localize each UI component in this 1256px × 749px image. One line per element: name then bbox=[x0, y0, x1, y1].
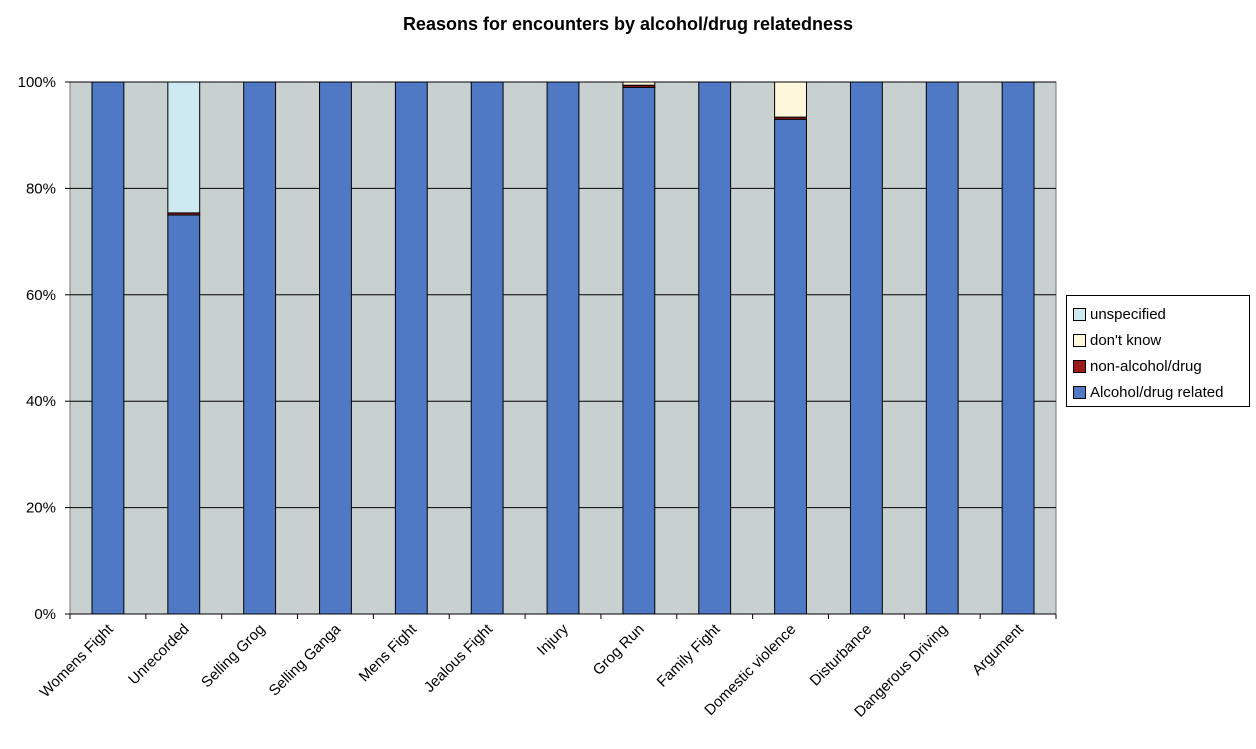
x-tick-label: Jealous Fight bbox=[421, 620, 497, 696]
bar-segment bbox=[319, 81, 352, 615]
y-tick-label: 20% bbox=[26, 500, 56, 517]
chart-legend: unspecified don't know non-alcohol/drug Alc… bbox=[1066, 295, 1250, 407]
bar-segment bbox=[622, 81, 656, 86]
legend-label: unspecified bbox=[1090, 305, 1166, 323]
x-tick-label: Disturbance bbox=[807, 621, 876, 690]
legend-swatch bbox=[1073, 385, 1086, 399]
legend-item: don't know bbox=[1073, 327, 1243, 353]
x-tick-label: Argument bbox=[969, 620, 1028, 679]
bar-segment bbox=[394, 81, 428, 615]
bar-segment bbox=[546, 81, 580, 615]
y-tick-label: 60% bbox=[26, 287, 56, 304]
bar-segment bbox=[1001, 81, 1035, 615]
y-tick-label: 0% bbox=[34, 606, 56, 623]
bar-segment bbox=[774, 81, 807, 118]
bar-segment bbox=[622, 86, 656, 615]
legend-swatch bbox=[1073, 359, 1086, 373]
x-tick-label: Unrecorded bbox=[125, 621, 192, 688]
bar-segment bbox=[167, 214, 201, 615]
x-tick-label: Womens Fight bbox=[37, 620, 118, 701]
legend-label: non-alcohol/drug bbox=[1090, 357, 1202, 375]
x-tick-label: Selling Ganga bbox=[266, 620, 345, 699]
chart-title: Reasons for encounters by alcohol/drug r… bbox=[402, 14, 854, 34]
legend-item: Alcohol/drug related bbox=[1073, 379, 1243, 405]
x-tick-label: Mens Fight bbox=[356, 620, 421, 685]
bar-segment bbox=[925, 81, 959, 615]
x-tick-label: Selling Grog bbox=[198, 621, 268, 691]
bar-segment bbox=[91, 81, 125, 615]
legend-label: Alcohol/drug related bbox=[1090, 383, 1224, 401]
legend-swatch bbox=[1073, 333, 1086, 347]
bar-segment bbox=[698, 81, 732, 615]
x-tick-label: Family Fight bbox=[654, 620, 724, 690]
x-tick-label: Grog Run bbox=[590, 621, 648, 679]
y-tick-label: 100% bbox=[18, 74, 56, 91]
y-tick-label: 80% bbox=[26, 180, 56, 197]
bar-segment bbox=[167, 81, 201, 214]
y-tick-label: 40% bbox=[26, 393, 56, 410]
bar-segment bbox=[243, 81, 277, 615]
legend-item: non-alcohol/drug bbox=[1073, 353, 1243, 379]
legend-item: unspecified bbox=[1073, 301, 1243, 327]
bar-segment bbox=[470, 81, 504, 615]
bar-segment bbox=[849, 81, 883, 615]
bar-segment bbox=[774, 118, 807, 615]
x-tick-label: Injury bbox=[534, 620, 572, 658]
legend-swatch bbox=[1073, 307, 1086, 321]
legend-label: don't know bbox=[1090, 331, 1162, 349]
